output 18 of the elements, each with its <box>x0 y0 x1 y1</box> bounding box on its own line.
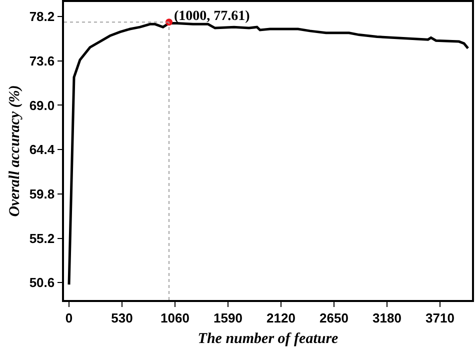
x-tick-label: 1060 <box>160 310 190 326</box>
y-tick-label: 64.4 <box>29 142 56 158</box>
x-tick-label: 1590 <box>214 310 242 326</box>
x-axis-title: The number of feature <box>198 330 339 347</box>
x-tick-label: 3710 <box>426 310 454 326</box>
y-tick-label: 55.2 <box>29 230 55 246</box>
y-tick-label: 78.2 <box>29 9 55 24</box>
x-tick-label: 3180 <box>372 310 402 326</box>
annotation: (1000, 77.61) <box>174 9 250 24</box>
y-tick-label: 50.6 <box>29 275 55 290</box>
y-tick-label: 59.8 <box>29 186 55 202</box>
x-tick-label: 0 <box>65 310 73 326</box>
x-tick-label: 2120 <box>266 310 296 326</box>
y-axis-title: Overall accuracy (%) <box>7 85 24 217</box>
y-tick-label: 69.0 <box>29 98 55 113</box>
x-tick-label: 530 <box>111 310 133 326</box>
y-tick-label: 73.6 <box>29 53 55 68</box>
x-tick-label: 2650 <box>320 310 348 326</box>
